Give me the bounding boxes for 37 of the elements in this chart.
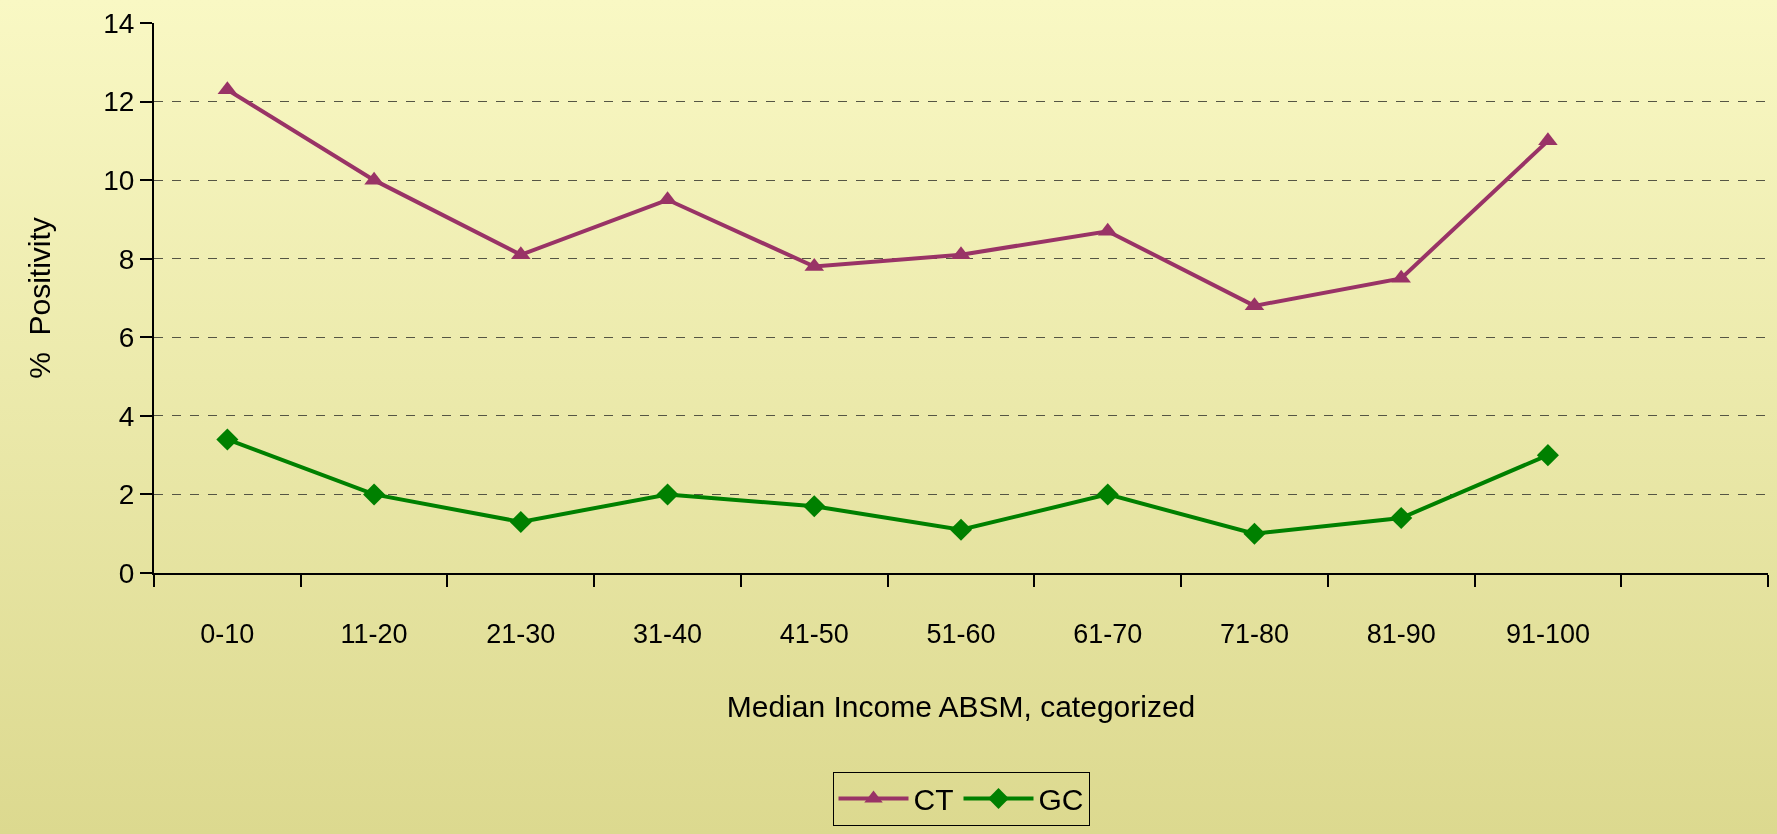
- x-tick-label: 11-20: [340, 619, 408, 650]
- point: [1243, 522, 1266, 545]
- point: [1536, 444, 1559, 467]
- legend-label: CT: [913, 783, 954, 817]
- point: [1096, 483, 1119, 506]
- point: [509, 510, 532, 533]
- y-tick-label: 2: [118, 479, 135, 511]
- y-tick-label: 14: [103, 7, 135, 39]
- x-tick-label: 0-10: [200, 619, 255, 650]
- y-tick-label: 8: [118, 243, 135, 275]
- x-tick-label: 41-50: [779, 619, 849, 650]
- x-tick-label: 51-60: [926, 619, 996, 650]
- legend-label: GC: [1038, 783, 1084, 817]
- x-tick-label: 31-40: [633, 619, 703, 650]
- point: [949, 518, 973, 541]
- point: [1391, 269, 1411, 283]
- y-tick-label: 12: [103, 86, 135, 118]
- point: [656, 483, 679, 506]
- point: [803, 495, 826, 518]
- y-tick-label: 6: [118, 322, 135, 354]
- point: [216, 428, 239, 451]
- point: [511, 246, 531, 260]
- x-axis-title: Median Income ABSM, categorized: [726, 690, 1196, 724]
- point: [951, 246, 971, 260]
- y-tick-label: 0: [118, 557, 135, 589]
- x-tick-label: 21-30: [486, 619, 556, 650]
- point: [1538, 132, 1558, 146]
- y-axis-title: % Positivity: [22, 217, 56, 379]
- x-tick-label: 91-100: [1505, 619, 1590, 650]
- x-tick-label: 61-70: [1073, 619, 1143, 650]
- x-tick-label: 71-80: [1219, 619, 1289, 650]
- point: [1390, 506, 1413, 530]
- point: [364, 171, 384, 185]
- point: [363, 483, 386, 506]
- x-tick-label: 81-90: [1366, 619, 1436, 650]
- y-tick-label: 4: [118, 400, 135, 432]
- y-tick-label: 10: [103, 164, 135, 196]
